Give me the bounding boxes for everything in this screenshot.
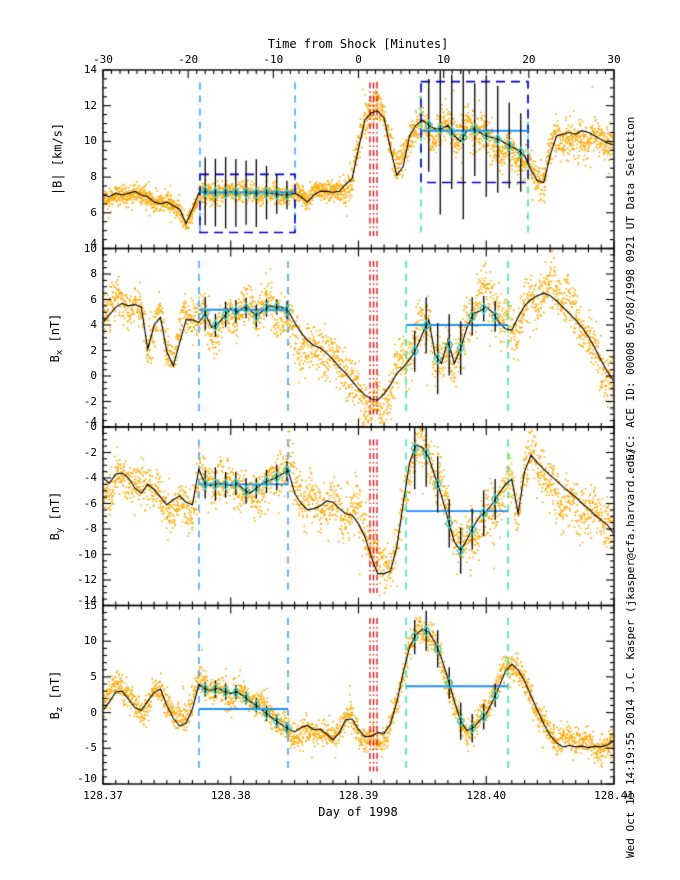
x-tick-label-128.38: 128.38 (210, 789, 251, 802)
y-tick-label-Bz-10: 10 (83, 634, 97, 648)
y-tick-label-Bx-2: 2 (90, 343, 97, 357)
y-tick-label-Bx-10: 10 (83, 241, 97, 255)
y-tick-label-By--4: -4 (83, 471, 97, 484)
y-tick-label-By--2: -2 (83, 445, 97, 459)
top-tick-label-30: 30 (607, 53, 621, 66)
y-tick-label-By--14: -14 (77, 593, 97, 607)
y-axis-title-By: By [nT] (47, 491, 66, 541)
y-tick-label-Bz--10: -10 (77, 772, 97, 785)
top-tick-label--30: -30 (93, 53, 113, 66)
top-axis-title: Time from Shock [Minutes] (267, 37, 449, 51)
y-tick-label-By--6: -6 (83, 496, 97, 510)
x-axis-title: Day of 1998 (318, 805, 398, 819)
y-tick-label-Bmag-4: 4 (90, 236, 97, 250)
y-axis-title-Bz: Bz [nT] (47, 670, 66, 720)
top-tick-label-10: 10 (437, 53, 451, 66)
y-tick-label-Bz-15: 15 (83, 598, 97, 612)
x-tick-label-128.37: 128.37 (83, 789, 123, 802)
y-tick-label-By--10: -10 (77, 547, 97, 561)
y-tick-label-Bz-5: 5 (90, 669, 97, 683)
y-tick-label-By--12: -12 (77, 573, 97, 586)
y-tick-label-Bx-0: 0 (90, 369, 97, 382)
y-axis-title-Bmag: |B| [km/s] (50, 123, 65, 196)
y-tick-label-By--8: -8 (83, 522, 97, 535)
top-tick-label-20: 20 (522, 53, 536, 66)
y-tick-label-Bmag-6: 6 (90, 205, 97, 219)
x-tick-label-128.41: 128.41 (594, 789, 634, 802)
y-tick-label-By-0: 0 (90, 420, 97, 433)
y-tick-label-Bmag-10: 10 (83, 134, 97, 148)
y-tick-label-Bx--4: -4 (83, 415, 97, 428)
y-tick-label-Bz-0: 0 (90, 705, 97, 719)
y-tick-label-Bz--5: -5 (83, 741, 97, 755)
top-tick-label-0: 0 (355, 53, 362, 66)
annotation-data-selection: S/C: ACE ID: 00008 05/08/1998 0921 UT Da… (624, 116, 637, 461)
y-axis-title-Bx: Bx [nT] (47, 313, 66, 363)
y-tick-label-Bx-8: 8 (90, 267, 97, 280)
y-tick-label-Bx-6: 6 (90, 292, 97, 306)
y-tick-label-Bx-4: 4 (90, 318, 97, 331)
top-tick-label--10: -10 (263, 53, 284, 66)
y-tick-label-Bx--2: -2 (83, 394, 97, 408)
x-tick-label-128.39: 128.39 (338, 789, 379, 802)
y-tick-label-Bmag-12: 12 (83, 98, 97, 112)
y-tick-label-Bmag-14: 14 (83, 63, 97, 76)
x-tick-label-128.40: 128.40 (466, 789, 507, 802)
top-tick-label--20: -20 (178, 53, 199, 66)
y-tick-label-Bmag-8: 8 (90, 170, 97, 184)
